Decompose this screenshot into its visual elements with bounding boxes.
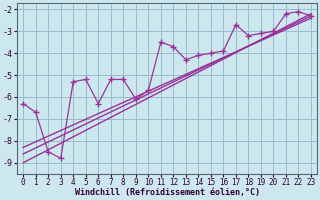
X-axis label: Windchill (Refroidissement éolien,°C): Windchill (Refroidissement éolien,°C): [75, 188, 260, 197]
